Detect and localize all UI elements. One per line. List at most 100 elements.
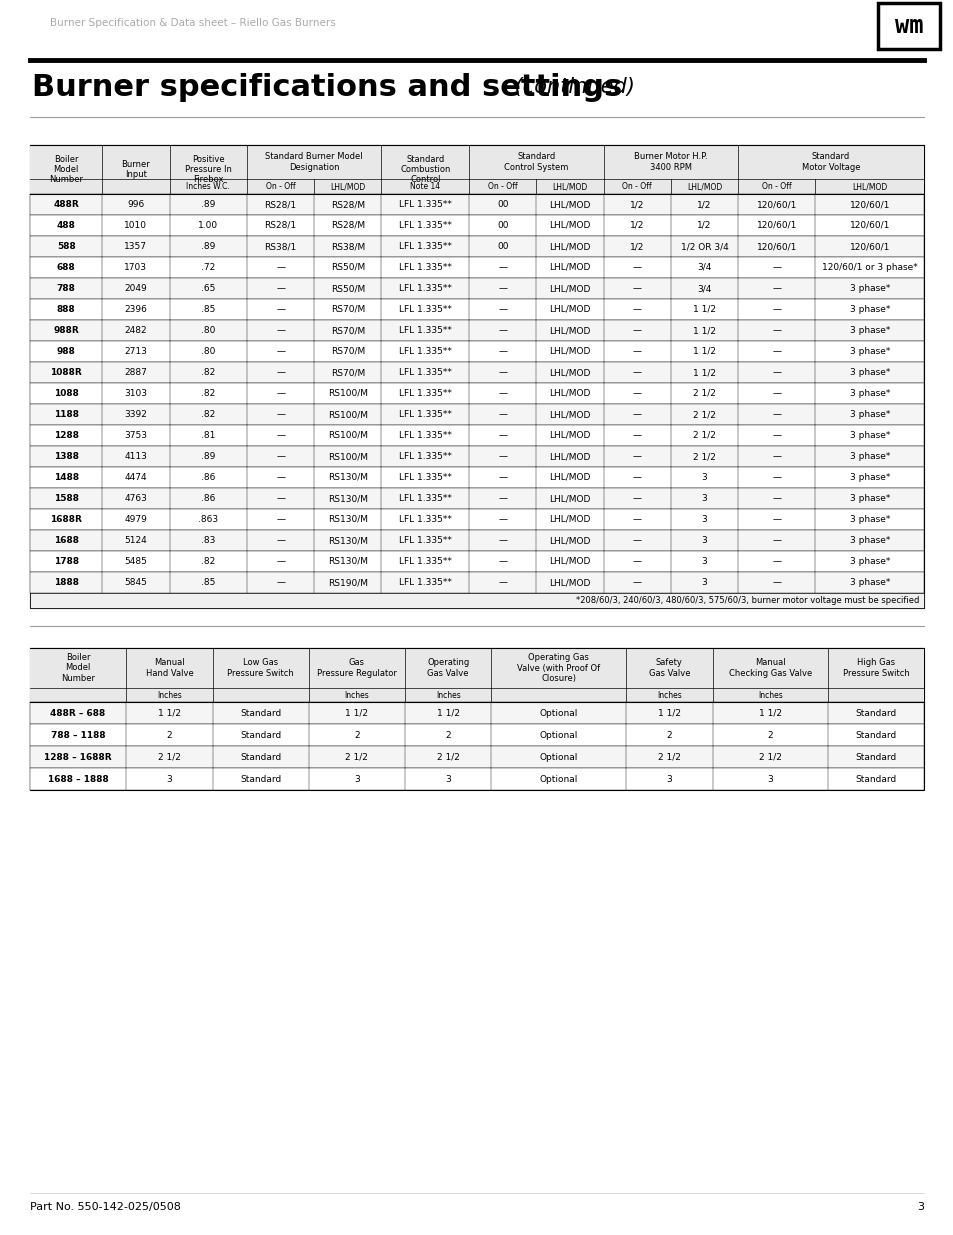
Text: —: — xyxy=(771,515,781,524)
Text: .85: .85 xyxy=(201,578,215,587)
Text: RS130/M: RS130/M xyxy=(328,536,368,545)
Text: .85: .85 xyxy=(201,305,215,314)
Text: 1888: 1888 xyxy=(53,578,78,587)
Text: 3 phase*: 3 phase* xyxy=(849,389,889,398)
Text: —: — xyxy=(497,284,507,293)
Text: LFL 1.335**: LFL 1.335** xyxy=(398,242,452,251)
Text: 3 phase*: 3 phase* xyxy=(849,452,889,461)
Text: On - Off: On - Off xyxy=(488,182,517,191)
Text: 120/60/1 or 3 phase*: 120/60/1 or 3 phase* xyxy=(821,263,917,272)
Bar xyxy=(30,746,923,768)
Text: LHL/MOD: LHL/MOD xyxy=(549,389,590,398)
Text: LFL 1.335**: LFL 1.335** xyxy=(398,326,452,335)
Text: —: — xyxy=(275,452,285,461)
Text: Operating
Gas Valve: Operating Gas Valve xyxy=(427,658,469,678)
Text: .89: .89 xyxy=(201,242,215,251)
Text: 00: 00 xyxy=(497,200,508,209)
Text: —: — xyxy=(497,305,507,314)
Bar xyxy=(30,593,923,608)
Text: —: — xyxy=(275,347,285,356)
Text: LHL/MOD: LHL/MOD xyxy=(549,368,590,377)
Text: RS130/M: RS130/M xyxy=(328,473,368,482)
Text: Standard: Standard xyxy=(240,730,281,740)
Text: LFL 1.335**: LFL 1.335** xyxy=(398,473,452,482)
Text: —: — xyxy=(771,389,781,398)
Text: 120/60/1: 120/60/1 xyxy=(849,200,889,209)
Text: —: — xyxy=(275,263,285,272)
Text: 2: 2 xyxy=(167,730,172,740)
Bar xyxy=(30,362,923,383)
Text: 00: 00 xyxy=(497,242,508,251)
Text: —: — xyxy=(275,515,285,524)
Text: 488R: 488R xyxy=(53,200,79,209)
Text: 3: 3 xyxy=(700,515,706,524)
Text: Safety
Gas Valve: Safety Gas Valve xyxy=(648,658,689,678)
Text: Standard
Combustion
Control: Standard Combustion Control xyxy=(399,154,450,184)
Text: 3 phase*: 3 phase* xyxy=(849,494,889,503)
Text: LHL/MOD: LHL/MOD xyxy=(549,326,590,335)
Text: Burner
Input: Burner Input xyxy=(121,159,151,179)
Text: LHL/MOD: LHL/MOD xyxy=(549,410,590,419)
Text: 488: 488 xyxy=(56,221,75,230)
Text: 3 phase*: 3 phase* xyxy=(849,347,889,356)
Text: Positive
Pressure In
Firebox: Positive Pressure In Firebox xyxy=(185,154,232,184)
Bar xyxy=(30,194,923,215)
Text: 1/2: 1/2 xyxy=(629,200,643,209)
Text: 3/4: 3/4 xyxy=(697,284,711,293)
Text: Operating Gas
Valve (with Proof Of
Closure): Operating Gas Valve (with Proof Of Closu… xyxy=(517,653,599,683)
Text: LFL 1.335**: LFL 1.335** xyxy=(398,557,452,566)
Text: —: — xyxy=(632,557,641,566)
Text: —: — xyxy=(275,473,285,482)
Text: 3/4: 3/4 xyxy=(697,263,711,272)
Text: LFL 1.335**: LFL 1.335** xyxy=(398,536,452,545)
Text: .863: .863 xyxy=(198,515,218,524)
Text: 988: 988 xyxy=(56,347,75,356)
Text: —: — xyxy=(771,494,781,503)
Text: Inches: Inches xyxy=(657,690,681,699)
Text: Optional: Optional xyxy=(539,730,578,740)
Text: Note 14: Note 14 xyxy=(410,182,440,191)
Text: Boiler
Model
Number: Boiler Model Number xyxy=(50,154,83,184)
Text: 1188: 1188 xyxy=(53,410,78,419)
Bar xyxy=(30,648,923,790)
Text: Standard
Control System: Standard Control System xyxy=(504,152,568,172)
Text: —: — xyxy=(275,431,285,440)
Text: 3: 3 xyxy=(700,494,706,503)
Text: —: — xyxy=(632,494,641,503)
Text: .82: .82 xyxy=(201,410,215,419)
Text: —: — xyxy=(275,494,285,503)
Text: 3 phase*: 3 phase* xyxy=(849,473,889,482)
Text: —: — xyxy=(632,431,641,440)
Text: —: — xyxy=(497,515,507,524)
Text: 2482: 2482 xyxy=(125,326,147,335)
Text: LHL/MOD: LHL/MOD xyxy=(549,221,590,230)
Bar xyxy=(30,299,923,320)
Text: RS130/M: RS130/M xyxy=(328,515,368,524)
Bar xyxy=(30,688,923,701)
Text: 688: 688 xyxy=(57,263,75,272)
Text: 588: 588 xyxy=(57,242,75,251)
Text: LHL/MOD: LHL/MOD xyxy=(549,557,590,566)
Text: LHL/MOD: LHL/MOD xyxy=(549,263,590,272)
Text: 3 phase*: 3 phase* xyxy=(849,326,889,335)
Text: RS130/M: RS130/M xyxy=(328,557,368,566)
Text: —: — xyxy=(497,578,507,587)
Text: On - Off: On - Off xyxy=(621,182,651,191)
Text: .89: .89 xyxy=(201,200,215,209)
Text: .82: .82 xyxy=(201,389,215,398)
Text: 988R: 988R xyxy=(53,326,79,335)
Text: 1688 – 1888: 1688 – 1888 xyxy=(48,774,109,783)
Text: 2 1/2: 2 1/2 xyxy=(692,452,715,461)
Text: 1 1/2: 1 1/2 xyxy=(657,709,680,718)
Text: 4474: 4474 xyxy=(125,473,147,482)
Text: LHL/MOD: LHL/MOD xyxy=(549,515,590,524)
Text: LHL/MOD: LHL/MOD xyxy=(549,536,590,545)
Text: LFL 1.335**: LFL 1.335** xyxy=(398,284,452,293)
Bar xyxy=(30,724,923,746)
Text: —: — xyxy=(497,557,507,566)
Text: —: — xyxy=(771,536,781,545)
Bar xyxy=(30,320,923,341)
Text: —: — xyxy=(497,263,507,272)
Text: —: — xyxy=(275,578,285,587)
Text: 3 phase*: 3 phase* xyxy=(849,557,889,566)
